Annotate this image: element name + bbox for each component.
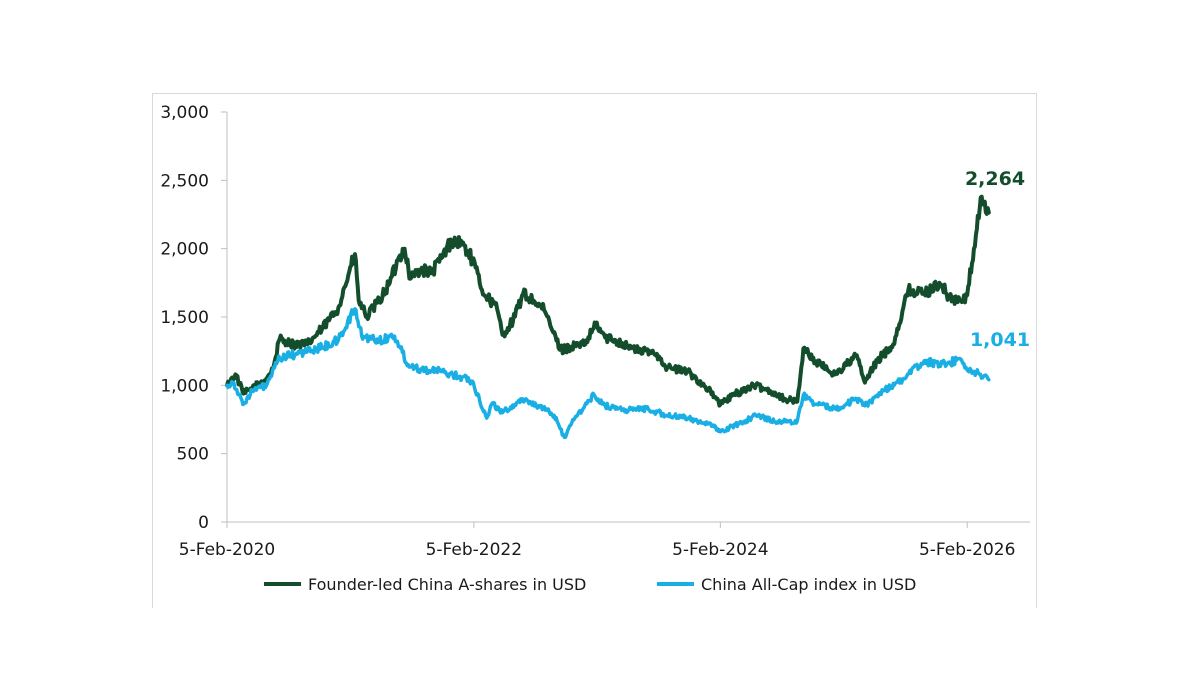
y-tick-label: 1,500 xyxy=(160,308,209,328)
series-line xyxy=(225,307,991,440)
y-tick-label: 1,000 xyxy=(160,376,209,396)
x-tick-label: 5-Feb-2026 xyxy=(919,540,1015,560)
legend-label: China All-Cap index in USD xyxy=(701,575,916,594)
series-end-label: 2,264 xyxy=(965,168,1025,190)
y-tick-label: 2,000 xyxy=(160,240,209,260)
y-tick-label: 2,500 xyxy=(160,171,209,191)
y-tick-label: 500 xyxy=(177,445,209,465)
legend-label: Founder-led China A-shares in USD xyxy=(308,575,586,594)
series-line xyxy=(225,194,991,408)
x-tick-label: 5-Feb-2024 xyxy=(672,540,768,560)
x-tick-label: 5-Feb-2022 xyxy=(426,540,522,560)
legend: Founder-led China A-shares in USD China A… xyxy=(264,575,916,594)
axes: 0 500 1,000 1,500 2,000 2,500 3,000 5-Feb-2020 5… xyxy=(160,103,1030,560)
y-tick-label: 0 xyxy=(198,513,209,533)
x-tick-label: 5-Feb-2020 xyxy=(179,540,275,560)
labels-layer: 2,264 1,041 xyxy=(965,168,1030,351)
series-layer xyxy=(225,194,991,440)
y-tick-label: 3,000 xyxy=(160,103,209,123)
chart-frame xyxy=(152,93,1037,608)
series-end-label: 1,041 xyxy=(970,329,1030,351)
